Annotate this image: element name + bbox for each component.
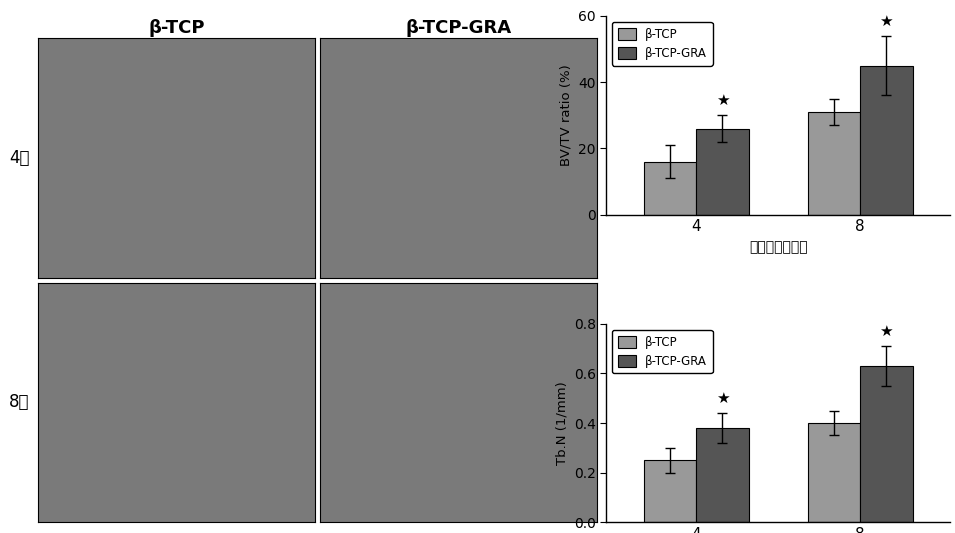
Bar [808,423,860,522]
Y-axis label: Tb.N (1/mm): Tb.N (1/mm) [555,381,568,465]
Text: ★: ★ [880,324,893,339]
Text: ★: ★ [715,93,730,108]
Bar [696,128,749,215]
Bar [860,66,913,215]
Y-axis label: BV/TV ratio (%): BV/TV ratio (%) [560,64,572,166]
Text: ★: ★ [715,391,730,406]
Bar [644,461,696,522]
Legend: β-TCP, β-TCP-GRA: β-TCP, β-TCP-GRA [612,330,712,374]
Text: ★: ★ [880,14,893,29]
Bar [644,161,696,215]
X-axis label: 植入时间（周）: 植入时间（周） [749,240,808,254]
Text: 8周: 8周 [10,393,30,411]
Bar [808,112,860,215]
Text: β-TCP-GRA: β-TCP-GRA [406,19,512,37]
Bar [860,366,913,522]
Bar [696,428,749,522]
Text: β-TCP: β-TCP [148,19,204,37]
Text: 4周: 4周 [10,149,30,167]
Legend: β-TCP, β-TCP-GRA: β-TCP, β-TCP-GRA [612,22,712,66]
